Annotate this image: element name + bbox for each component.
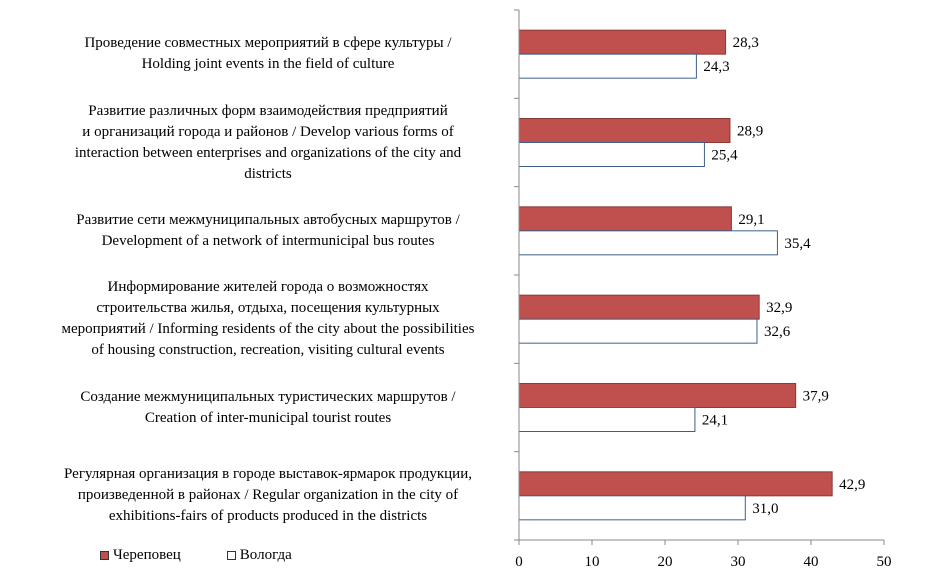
bar-vologda-5 [518,495,746,521]
bar-cherepovets-3 [518,294,760,320]
x-tick-label-5: 50 [877,554,892,570]
data-label-cherepovets-4: 37,9 [803,389,829,405]
data-label-vologda-3: 32,6 [764,324,791,340]
category-label-1-line-1: и организаций города и районов / Develop… [82,123,454,140]
data-label-vologda-0: 24,3 [703,59,729,75]
bar-vologda-0 [518,53,697,79]
category-label-5-line-1: произведенной в районах / Regular organi… [77,487,459,504]
legend-item-cherepovets: Череповец [100,547,181,564]
bars-layer: 28,324,3 28,9 25,4 29,1 35,4 32,9 32,6 37,9 24,1… [518,29,865,521]
bar-cherepovets-0 [518,29,727,55]
data-label-vologda-5: 31,0 [752,501,778,517]
category-label-4-line-0: Создание межмуниципальных туристических … [80,388,456,405]
x-tick-label-0: 0 [515,554,523,570]
data-label-vologda-1: 25,4 [711,148,738,164]
legend-swatch-cherepovets [100,551,109,560]
legend-item-vologda: Вологда [226,547,292,564]
category-label-1: Развитие различных форм взаимодействия п… [30,101,506,185]
data-label-cherepovets-3: 32,9 [766,300,792,316]
category-label-2-line-1: Development of a network of intermunicip… [101,232,435,249]
bar-cherepovets-1 [518,118,731,143]
bar-vologda-4 [518,407,696,432]
category-label-2: Развитие сети межмуниципальных автобусны… [30,210,506,252]
category-label-0-line-0: Проведение совместных мероприятий в сфер… [84,35,452,52]
category-label-0-line-1: Holding joint events in the field of cul… [141,56,395,73]
bar-cherepovets-2 [518,206,732,232]
data-label-cherepovets-0: 28,3 [733,35,759,51]
data-label-cherepovets-5: 42,9 [839,477,865,493]
category-label-2-line-0: Развитие сети межмуниципальных автобусны… [76,211,460,228]
category-label-1-line-3: districts [244,165,292,182]
legend-label-vologda: Вологда [239,547,292,563]
bar-vologda-2 [518,230,778,256]
category-label-3-line-3: of housing construction, recreation, vis… [91,342,445,359]
category-label-3-line-2: мероприятий / Informing residents of the… [61,321,475,338]
category-label-1-line-0: Развитие различных форм взаимодействия п… [88,102,448,119]
x-tick-label-1: 10 [585,554,600,570]
category-label-4-line-1: Creation of inter-municipal tourist rout… [144,409,392,426]
category-label-4: Создание межмуниципальных туристических … [30,387,506,429]
data-label-vologda-2: 35,4 [784,236,811,252]
category-label-0: Проведение совместных мероприятий в сфер… [30,33,506,75]
legend: Череповец Вологда [100,547,338,564]
axis-layer: 0 10 20 30 40 50 [514,9,892,570]
category-label-5-line-0: Регулярная организация в городе выставок… [64,466,472,483]
legend-swatch-vologda [226,551,236,560]
bar-cherepovets-4 [518,383,797,408]
category-label-3-line-1: строительства жилья, отдыха, посещения к… [96,300,440,317]
data-label-cherepovets-1: 28,9 [737,124,763,140]
data-label-vologda-4: 24,1 [702,413,728,429]
bar-cherepovets-5 [518,471,833,497]
x-tick-label-2: 20 [658,554,673,570]
x-tick-label-3: 30 [731,554,746,570]
bar-vologda-1 [518,142,705,167]
bar-vologda-3 [518,318,758,344]
category-label-1-line-2: interaction between enterprises and orga… [74,144,462,161]
legend-label-cherepovets: Череповец [113,547,181,563]
category-label-3: Информирование жителей города о возможно… [30,277,506,361]
data-label-cherepovets-2: 29,1 [738,212,764,228]
category-label-5-line-2: exhibitions-fairs of products produced i… [108,508,428,525]
category-label-3-line-0: Информирование жителей города о возможно… [107,279,429,296]
x-tick-label-4: 40 [804,554,819,570]
category-label-5: Регулярная организация в городе выставок… [30,464,506,527]
